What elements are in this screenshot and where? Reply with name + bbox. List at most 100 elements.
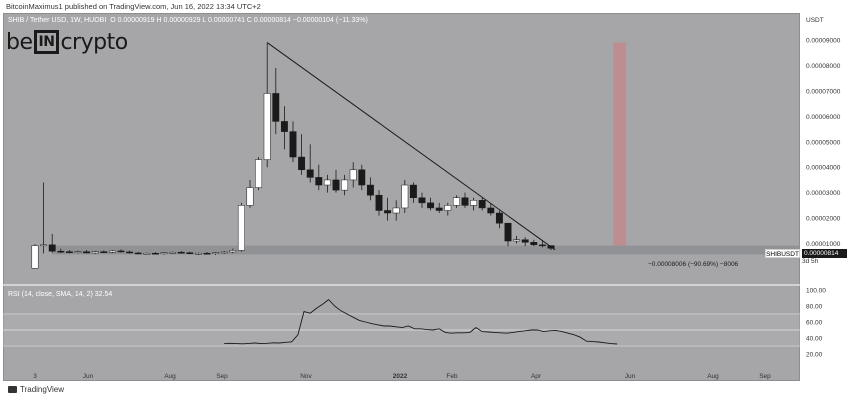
ohlc-values: O 0.00000919 H 0.00000929 L 0.00000741 C…: [110, 17, 368, 24]
price-tick-label: 0.00003000: [806, 190, 841, 197]
candle-body: [48, 244, 56, 252]
publisher-header: BitcoinMaximus1 published on TradingView…: [0, 0, 850, 13]
candle-body: [452, 197, 460, 206]
candle-body: [366, 184, 374, 196]
candle-body: [272, 93, 280, 122]
candle-body: [246, 187, 254, 206]
logo-box: IN: [33, 30, 60, 54]
bar-countdown: 3d 5h: [802, 258, 819, 265]
candle-body: [409, 184, 417, 199]
candle-body: [478, 200, 486, 209]
candle-body: [126, 251, 134, 254]
candle-body: [31, 245, 39, 269]
time-tick-label: Feb: [446, 373, 458, 380]
candle-body: [504, 222, 512, 242]
candle-body: [229, 250, 237, 253]
candle-body: [177, 251, 185, 254]
candle-body: [375, 194, 383, 211]
candle-body: [220, 251, 228, 254]
logo-left: be: [6, 30, 33, 55]
candle-body: [117, 250, 125, 253]
footer-brand[interactable]: TradingView: [8, 385, 64, 394]
beincrypto-logo: be IN crypto: [6, 30, 128, 55]
candle-body: [91, 251, 99, 254]
price-tick-label: 0.00009000: [806, 38, 841, 45]
candle-body: [134, 252, 142, 255]
candle-body: [255, 159, 263, 188]
rsi-tick-label: 80.00: [806, 304, 823, 311]
candle-body: [151, 252, 159, 255]
candle-body: [83, 251, 91, 254]
symbol-name: SHIB / Tether USD, 1W, HUOBI: [8, 17, 107, 24]
candle-body: [160, 252, 168, 254]
candle-body: [341, 179, 349, 191]
logo-right: crypto: [60, 30, 128, 55]
candle-body: [298, 156, 306, 171]
price-axis[interactable]: [800, 13, 847, 381]
candle-body: [349, 169, 357, 181]
candle-body: [323, 179, 331, 186]
candle-body: [108, 250, 116, 253]
candle-body: [461, 197, 469, 206]
time-tick-label: Apr: [531, 373, 542, 380]
candle-body: [513, 239, 521, 242]
candle-body: [65, 251, 73, 253]
candle-body: [435, 207, 443, 211]
candle-body: [521, 239, 529, 243]
rsi-legend: RSI (14, close, SMA, 14, 2) 32.54: [8, 291, 113, 298]
time-tick-label: 3: [33, 373, 37, 380]
candle-body: [538, 244, 546, 247]
candle-body: [306, 169, 314, 178]
time-tick-label: Aug: [707, 373, 719, 380]
time-tick-label: Sep: [759, 373, 771, 380]
candle-body: [487, 207, 495, 214]
candle-body: [186, 252, 194, 254]
footer-brand-text: TradingView: [20, 385, 65, 394]
time-tick-label: Jun: [83, 373, 94, 380]
time-tick-label: Aug: [164, 373, 176, 380]
candle-body: [143, 252, 151, 255]
rsi-tick-label: 20.00: [806, 352, 823, 359]
price-tick-label: 0.00005000: [806, 139, 841, 146]
rsi-tick-label: 100.00: [806, 288, 826, 295]
rsi-tick-label: 60.00: [806, 320, 823, 327]
candle-body: [401, 184, 409, 209]
price-tick-label: 0.00002000: [806, 216, 841, 223]
last-price-label: 0.00000814: [802, 249, 847, 258]
candle-body: [315, 177, 323, 186]
publisher-text: BitcoinMaximus1 published on TradingView…: [6, 2, 261, 11]
candle-body: [203, 252, 211, 255]
candle-body: [212, 252, 220, 254]
time-tick-label: Jun: [625, 373, 636, 380]
price-tick-label: 0.00007000: [806, 88, 841, 95]
price-tick-label: 0.00004000: [806, 165, 841, 172]
rsi-line: [224, 298, 618, 345]
candle-body: [100, 251, 108, 253]
candle-body: [237, 205, 245, 251]
candle-body: [263, 93, 271, 160]
price-tick-label: 0.00001000: [806, 241, 841, 248]
time-tick-label: 2022: [393, 373, 408, 380]
candle-body: [40, 244, 48, 247]
rsi-tick-label: 40.00: [806, 336, 823, 343]
candle-body: [169, 251, 177, 254]
candle-body: [495, 212, 503, 224]
candle-body: [530, 242, 538, 246]
candle-body: [418, 197, 426, 204]
price-tick-label: 0.00008000: [806, 63, 841, 70]
candle-body: [289, 131, 297, 158]
candle-body: [57, 250, 65, 253]
time-tick-label: Nov: [300, 373, 312, 380]
measure-label: −0.00008006 (−90.69%) −8006: [648, 261, 739, 268]
candle-body: [427, 202, 435, 209]
candle-body: [332, 179, 340, 191]
support-band: [52, 245, 800, 255]
candle-body: [470, 200, 478, 206]
candle-body: [74, 251, 82, 253]
time-tick-label: Sep: [216, 373, 228, 380]
tradingview-icon: [8, 386, 17, 393]
candle-body: [194, 252, 202, 255]
rsi-band: [3, 314, 800, 346]
candle-body: [280, 121, 288, 132]
